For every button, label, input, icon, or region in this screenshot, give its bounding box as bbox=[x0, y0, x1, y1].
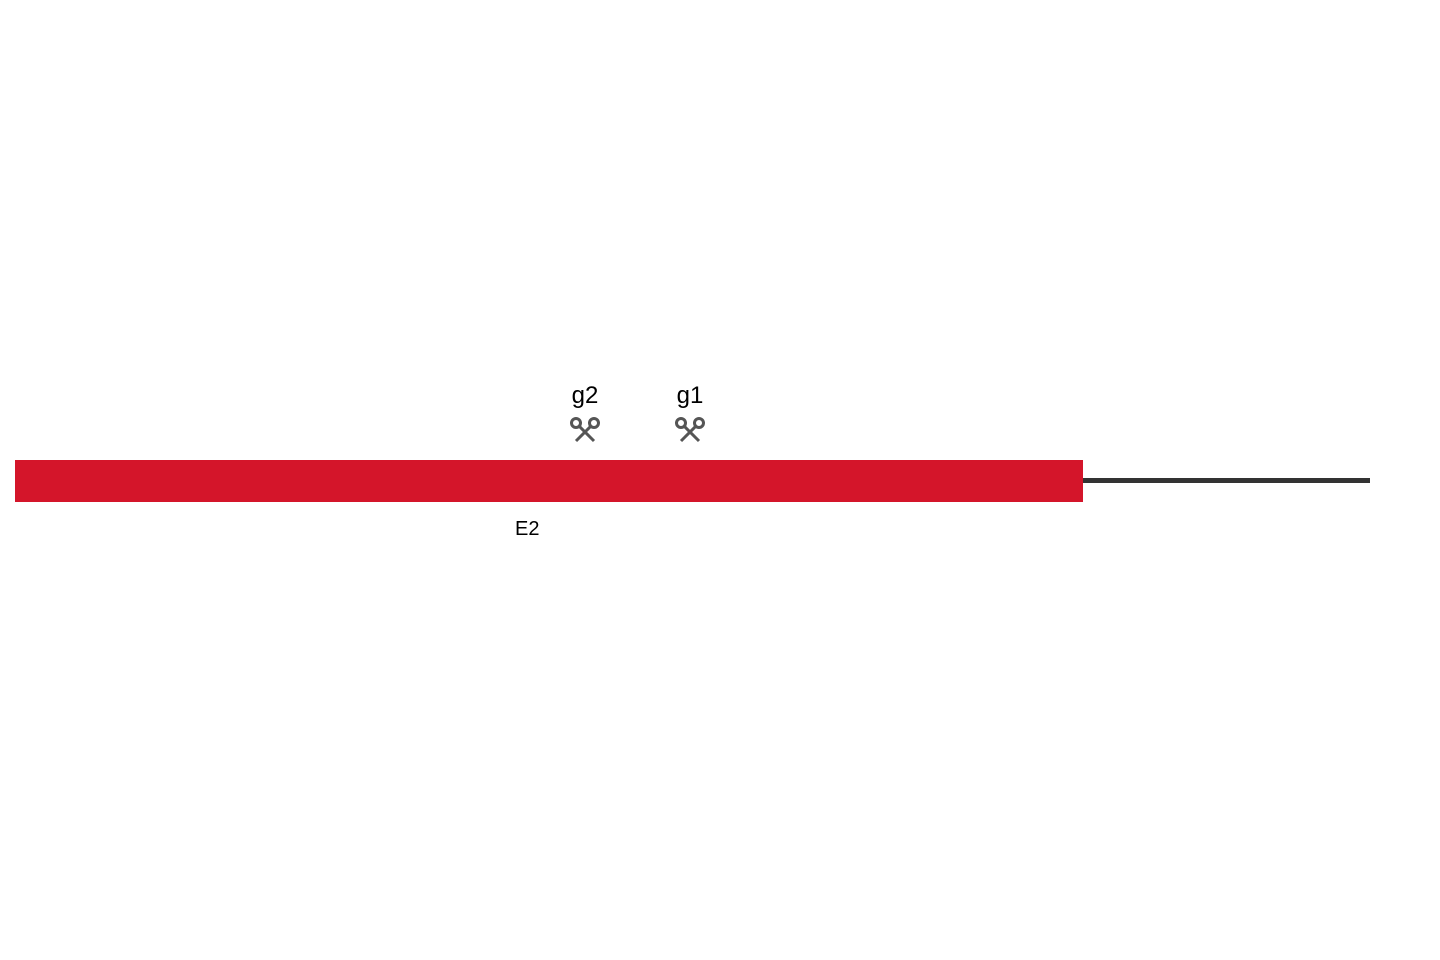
exon-label: E2 bbox=[515, 518, 539, 541]
cut-site-g1: g1 bbox=[672, 382, 708, 450]
cut-label-g2: g2 bbox=[572, 382, 599, 410]
exon-block bbox=[15, 460, 1083, 502]
gene-diagram: E2 g2 g1 bbox=[0, 0, 1440, 960]
cut-site-g2: g2 bbox=[567, 382, 603, 450]
scissors-icon bbox=[567, 414, 603, 450]
scissors-icon bbox=[672, 414, 708, 450]
cut-label-g1: g1 bbox=[677, 382, 704, 410]
intron-line bbox=[1083, 478, 1370, 483]
